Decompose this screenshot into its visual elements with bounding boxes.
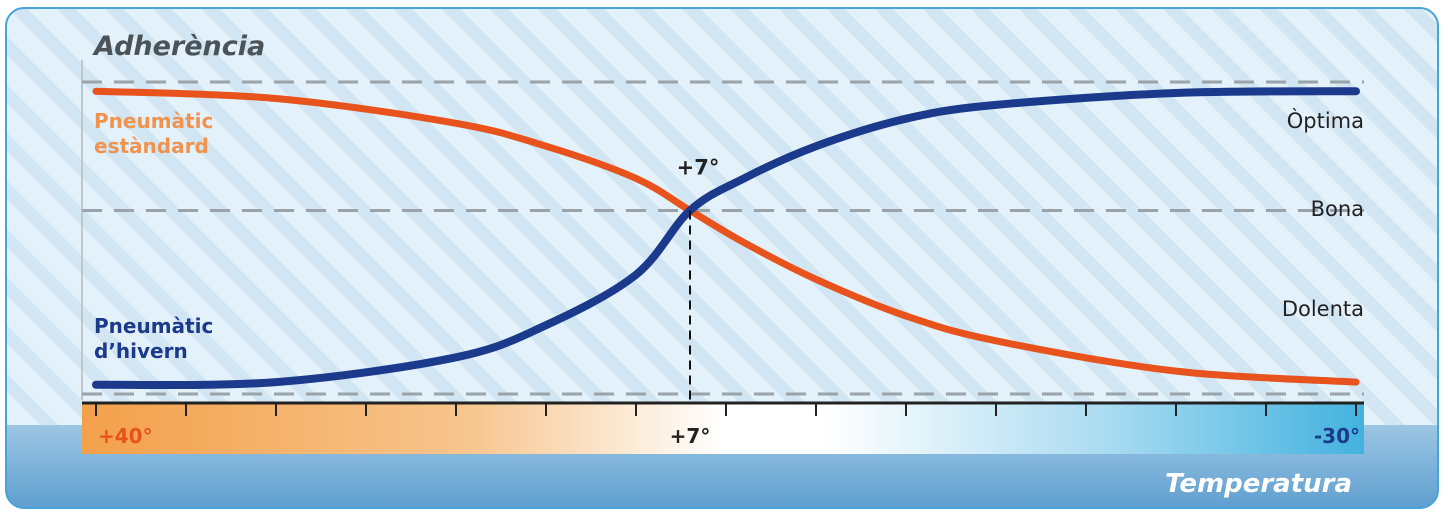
series-label-standard-line1: Pneumàtic <box>94 109 213 133</box>
level-label-dolenta: Dolenta <box>1282 297 1364 321</box>
standard-tyre-curve <box>92 87 1360 386</box>
crossover-label: +7° <box>677 155 720 179</box>
winter-tyre-curve <box>92 87 1360 390</box>
series-label-winter-line1: Pneumàtic <box>94 314 213 338</box>
chart-frame <box>5 7 1439 509</box>
temperature-bar <box>82 402 1364 454</box>
chart-title: Adherència <box>92 31 265 62</box>
tick-label-minus30: -30° <box>1314 424 1360 448</box>
tick-label-plus7: +7° <box>670 424 711 448</box>
tick-label-plus40: +40° <box>98 424 153 448</box>
x-axis-label: Temperatura <box>1165 469 1352 499</box>
level-label-optima: Òptima <box>1287 108 1364 133</box>
series-label-winter-line2: d’hivern <box>94 339 188 363</box>
series-label-standard-line2: estàndard <box>94 134 209 158</box>
level-label-bona: Bona <box>1311 197 1364 221</box>
